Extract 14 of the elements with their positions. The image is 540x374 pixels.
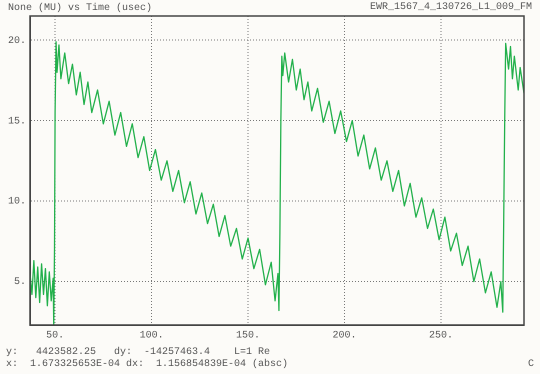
x-tick-label: 100. [140, 330, 164, 342]
chart-title: None (MU) vs Time (usec) [8, 3, 152, 14]
y-tick-label: 20. [8, 36, 26, 47]
chart-subtitle: EWR_1567_4_130726_L1_009_FM [370, 2, 532, 13]
text: C [528, 359, 534, 370]
y-tick-label: 10. [8, 196, 26, 208]
x-tick-label: 50. [46, 330, 64, 342]
text: y: 4423582.25 dy: -14257463.4 L=1 Re [6, 347, 270, 358]
x-tick-label: 150. [236, 330, 260, 342]
y-tick-label: 15. [8, 116, 26, 128]
x-tick-label: 200. [332, 330, 357, 342]
y-tick-label: 5. [14, 277, 26, 288]
text: x: 1.673325653E-04 dx: 1.156854839E-04 (absc) [6, 359, 288, 370]
x-tick-label: 250. [429, 330, 454, 342]
